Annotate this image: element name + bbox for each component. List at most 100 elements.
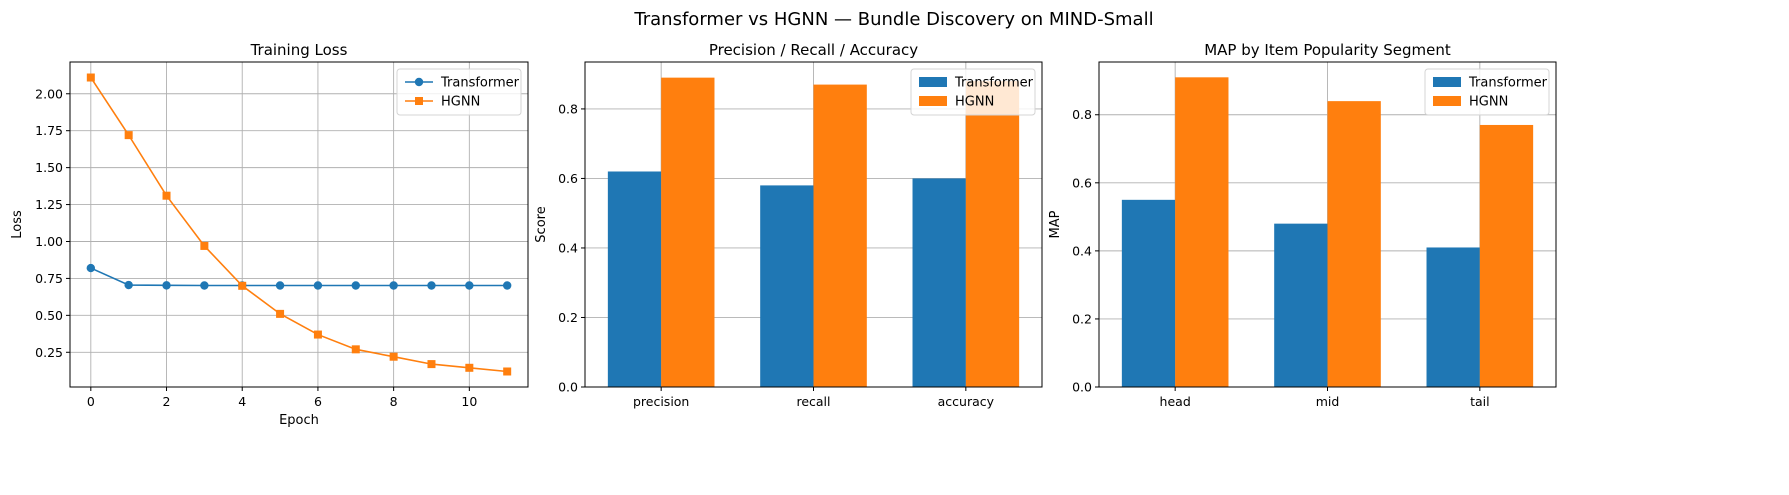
figure-suptitle: Transformer vs HGNN — Bundle Discovery o… xyxy=(633,9,1153,30)
chart-precision-recall-accuracy: 0.0 0.2 0.4 0.6 0.8 precision recall accuracy Pr… xyxy=(534,41,1043,409)
chart1-point-hgnn xyxy=(427,360,436,369)
chart2-ytick-label: 0.6 xyxy=(558,171,578,186)
chart3-ytick-label: 0.2 xyxy=(1072,311,1092,326)
chart1-point-transformer xyxy=(389,281,398,290)
chart1-point-hgnn xyxy=(313,330,322,339)
chart3-bar-transformer-tail xyxy=(1426,247,1480,387)
chart1-legend: Transformer HGNN xyxy=(396,68,522,116)
chart3-legend-swatch xyxy=(1433,77,1461,87)
chart3-title: MAP by Item Popularity Segment xyxy=(1204,41,1451,59)
chart1-point-transformer xyxy=(465,281,474,290)
chart3-xtick-label: head xyxy=(1160,394,1191,409)
chart1-point-transformer xyxy=(162,281,171,290)
chart2-bar-hgnn-accuracy xyxy=(965,81,1020,387)
chart2-axes-frame xyxy=(584,61,1043,388)
chart2-bar-hgnn-recall xyxy=(813,84,867,388)
chart2-bar-transformer-precision xyxy=(607,171,662,387)
chart1-point-transformer xyxy=(427,281,436,290)
chart1-point-transformer xyxy=(86,263,96,273)
chart3-axes-frame xyxy=(1098,61,1557,388)
chart1-axes-frame xyxy=(69,61,529,388)
chart-training-loss: 0.25 0.50 0.75 1.00 1.25 1.50 1.75 2.00 0 2 4 6 8 10 T… xyxy=(10,41,529,428)
chart1-point-transformer xyxy=(351,281,360,290)
chart1-ytick-label: 0.75 xyxy=(35,271,63,286)
chart1-point-hgnn xyxy=(162,191,171,200)
chart3-bar-transformer-mid xyxy=(1274,223,1328,387)
chart1-xtick-label: 2 xyxy=(163,394,171,409)
chart1-ytick-label: 1.25 xyxy=(35,197,63,212)
chart3-ylabel: MAP xyxy=(1048,210,1063,238)
chart3-legend-label-hgnn: HGNN xyxy=(1469,95,1508,110)
chart2-bar-transformer-recall xyxy=(760,185,814,387)
chart2-legend: Transformer HGNN xyxy=(910,68,1036,116)
chart1-point-transformer xyxy=(502,281,512,290)
chart1-plot-area xyxy=(70,62,528,387)
chart1-ytick-label: 1.00 xyxy=(35,234,63,249)
chart2-ytick-label: 0.4 xyxy=(558,240,578,255)
chart3-bar-transformer-head xyxy=(1121,199,1176,387)
chart2-legend-label-transformer: Transformer xyxy=(954,76,1034,91)
chart2-ytick-label: 0.2 xyxy=(558,310,578,325)
chart2-ytick-label: 0.8 xyxy=(558,101,578,116)
chart1-point-transformer xyxy=(124,280,133,290)
chart1-ytick-label: 0.25 xyxy=(35,345,63,360)
chart1-ytick-label: 1.50 xyxy=(35,160,63,175)
chart3-legend-label-transformer: Transformer xyxy=(1468,76,1548,91)
chart3-xtick-label: mid xyxy=(1316,394,1340,409)
chart1-point-hgnn xyxy=(276,309,285,318)
chart2-xtick-label: recall xyxy=(796,394,830,409)
chart2-xtick-label: accuracy xyxy=(938,394,995,409)
chart3-ytick-label: 0.0 xyxy=(1072,380,1092,395)
chart1-legend-marker xyxy=(415,97,423,105)
chart3-xtick-label: tail xyxy=(1470,394,1490,409)
chart3-bar-hgnn-tail xyxy=(1479,124,1534,387)
chart1-point-transformer xyxy=(200,281,209,290)
chart1-ylabel: Loss xyxy=(10,210,25,239)
chart1-ytick-label: 0.50 xyxy=(35,308,63,323)
chart1-xtick-label: 4 xyxy=(238,394,246,409)
chart2-legend-swatch xyxy=(919,77,947,87)
chart1-legend-marker xyxy=(414,77,424,87)
chart1-legend-box xyxy=(396,68,522,116)
chart3-bar-hgnn-head xyxy=(1175,77,1229,387)
chart1-point-hgnn xyxy=(503,367,512,376)
chart1-point-hgnn xyxy=(238,281,247,290)
chart3-legend-swatch xyxy=(1433,96,1461,106)
chart1-point-transformer xyxy=(275,281,285,290)
chart1-title: Training Loss xyxy=(250,41,348,59)
chart1-grid xyxy=(70,62,528,387)
chart2-ytick-label: 0.0 xyxy=(558,380,578,395)
chart1-point-hgnn xyxy=(351,345,360,354)
chart3-ytick-label: 0.8 xyxy=(1072,107,1092,122)
chart1-legend-label-transformer: Transformer xyxy=(440,76,520,91)
chart2-ylabel: Score xyxy=(534,206,549,242)
chart1-series-hgnn-line xyxy=(90,77,508,373)
chart1-legend-label-hgnn: HGNN xyxy=(441,95,480,110)
chart2-marks xyxy=(607,77,1020,388)
chart1-xtick-label: 8 xyxy=(390,394,398,409)
chart2-legend-swatch xyxy=(919,96,947,106)
chart3-ytick-label: 0.6 xyxy=(1072,175,1092,190)
chart2-legend-label-hgnn: HGNN xyxy=(955,95,994,110)
chart1-point-hgnn xyxy=(389,352,398,361)
chart1-marks xyxy=(86,73,512,376)
chart1-xlabel: Epoch xyxy=(279,413,319,428)
chart1-xtick-label: 6 xyxy=(314,394,322,409)
chart2-title: Precision / Recall / Accuracy xyxy=(709,41,918,59)
chart1-ytick-label: 1.75 xyxy=(35,123,63,138)
chart2-bar-transformer-accuracy xyxy=(912,178,966,387)
chart3-ytick-label: 0.4 xyxy=(1072,243,1092,258)
chart3-marks xyxy=(1121,77,1534,388)
chart1-point-hgnn xyxy=(200,241,209,250)
chart1-xtick-label: 0 xyxy=(87,394,95,409)
chart1-point-hgnn xyxy=(124,131,133,140)
chart2-xtick-label: precision xyxy=(633,394,689,409)
chart-map-by-popularity: 0.0 0.2 0.4 0.6 0.8 head mid tail MAP by Item Po… xyxy=(1048,41,1557,409)
chart1-point-hgnn xyxy=(465,363,474,372)
chart1-point-hgnn xyxy=(86,73,95,82)
chart2-bar-hgnn-precision xyxy=(661,77,715,387)
chart1-point-transformer xyxy=(313,281,323,290)
chart1-ytick-label: 2.00 xyxy=(35,86,63,101)
chart1-xtick-label: 10 xyxy=(461,394,477,409)
